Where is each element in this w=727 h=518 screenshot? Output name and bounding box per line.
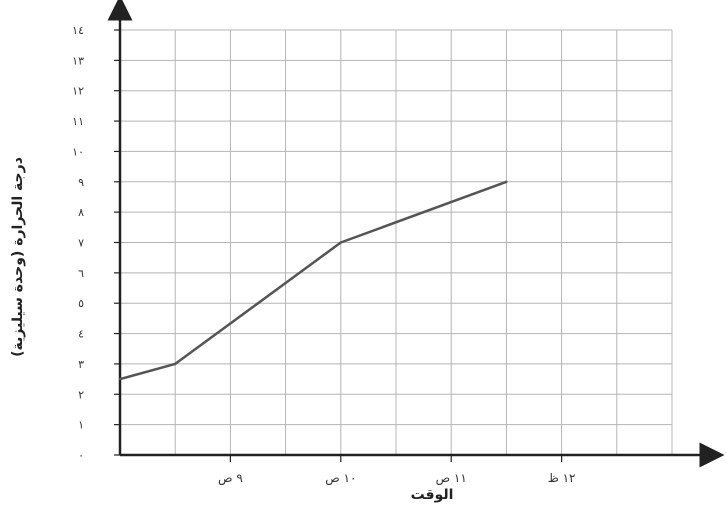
y-tick-label: ٠ xyxy=(78,449,84,462)
y-tick-label: ١١ xyxy=(72,115,84,128)
y-tick-label: ٧ xyxy=(78,237,84,250)
y-tick-label: ٦ xyxy=(78,267,84,280)
y-tick-label: ١٤ xyxy=(72,24,84,37)
axes xyxy=(107,0,725,468)
y-tick-label: ١ xyxy=(78,419,84,432)
y-tick-label: ١٣ xyxy=(72,54,84,67)
temperature-line xyxy=(119,180,507,381)
x-tick-label: ١٠ ص xyxy=(325,471,356,486)
y-tick-label: ١٢ xyxy=(72,85,84,98)
x-tick-label: ١٢ ظ xyxy=(548,471,576,485)
y-axis-title: درجة الحرارة (وحدة سيليزية) xyxy=(10,157,26,357)
y-tick-label: ٢ xyxy=(78,388,84,401)
y-tick-label: ٤ xyxy=(78,328,84,341)
x-tick-label: ١١ ص xyxy=(436,471,467,486)
data-point xyxy=(118,377,122,381)
data-point xyxy=(505,180,508,183)
y-tick-label: ٣ xyxy=(78,358,84,371)
grid xyxy=(120,29,673,455)
x-tick-label: ٩ ص xyxy=(218,471,243,486)
x-axis-title: الوقت xyxy=(411,487,454,503)
data-point xyxy=(174,362,177,366)
x-tick-labels: ٩ ص ١٠ ص ١١ ص ١٢ ظ xyxy=(218,455,576,486)
series xyxy=(118,180,508,381)
y-tick-label: ٥ xyxy=(78,297,84,310)
y-tick-label: ١٠ xyxy=(72,145,84,158)
data-point xyxy=(339,241,342,244)
y-tick-label: ٨ xyxy=(78,206,84,219)
y-tick-label: ٩ xyxy=(78,176,84,189)
